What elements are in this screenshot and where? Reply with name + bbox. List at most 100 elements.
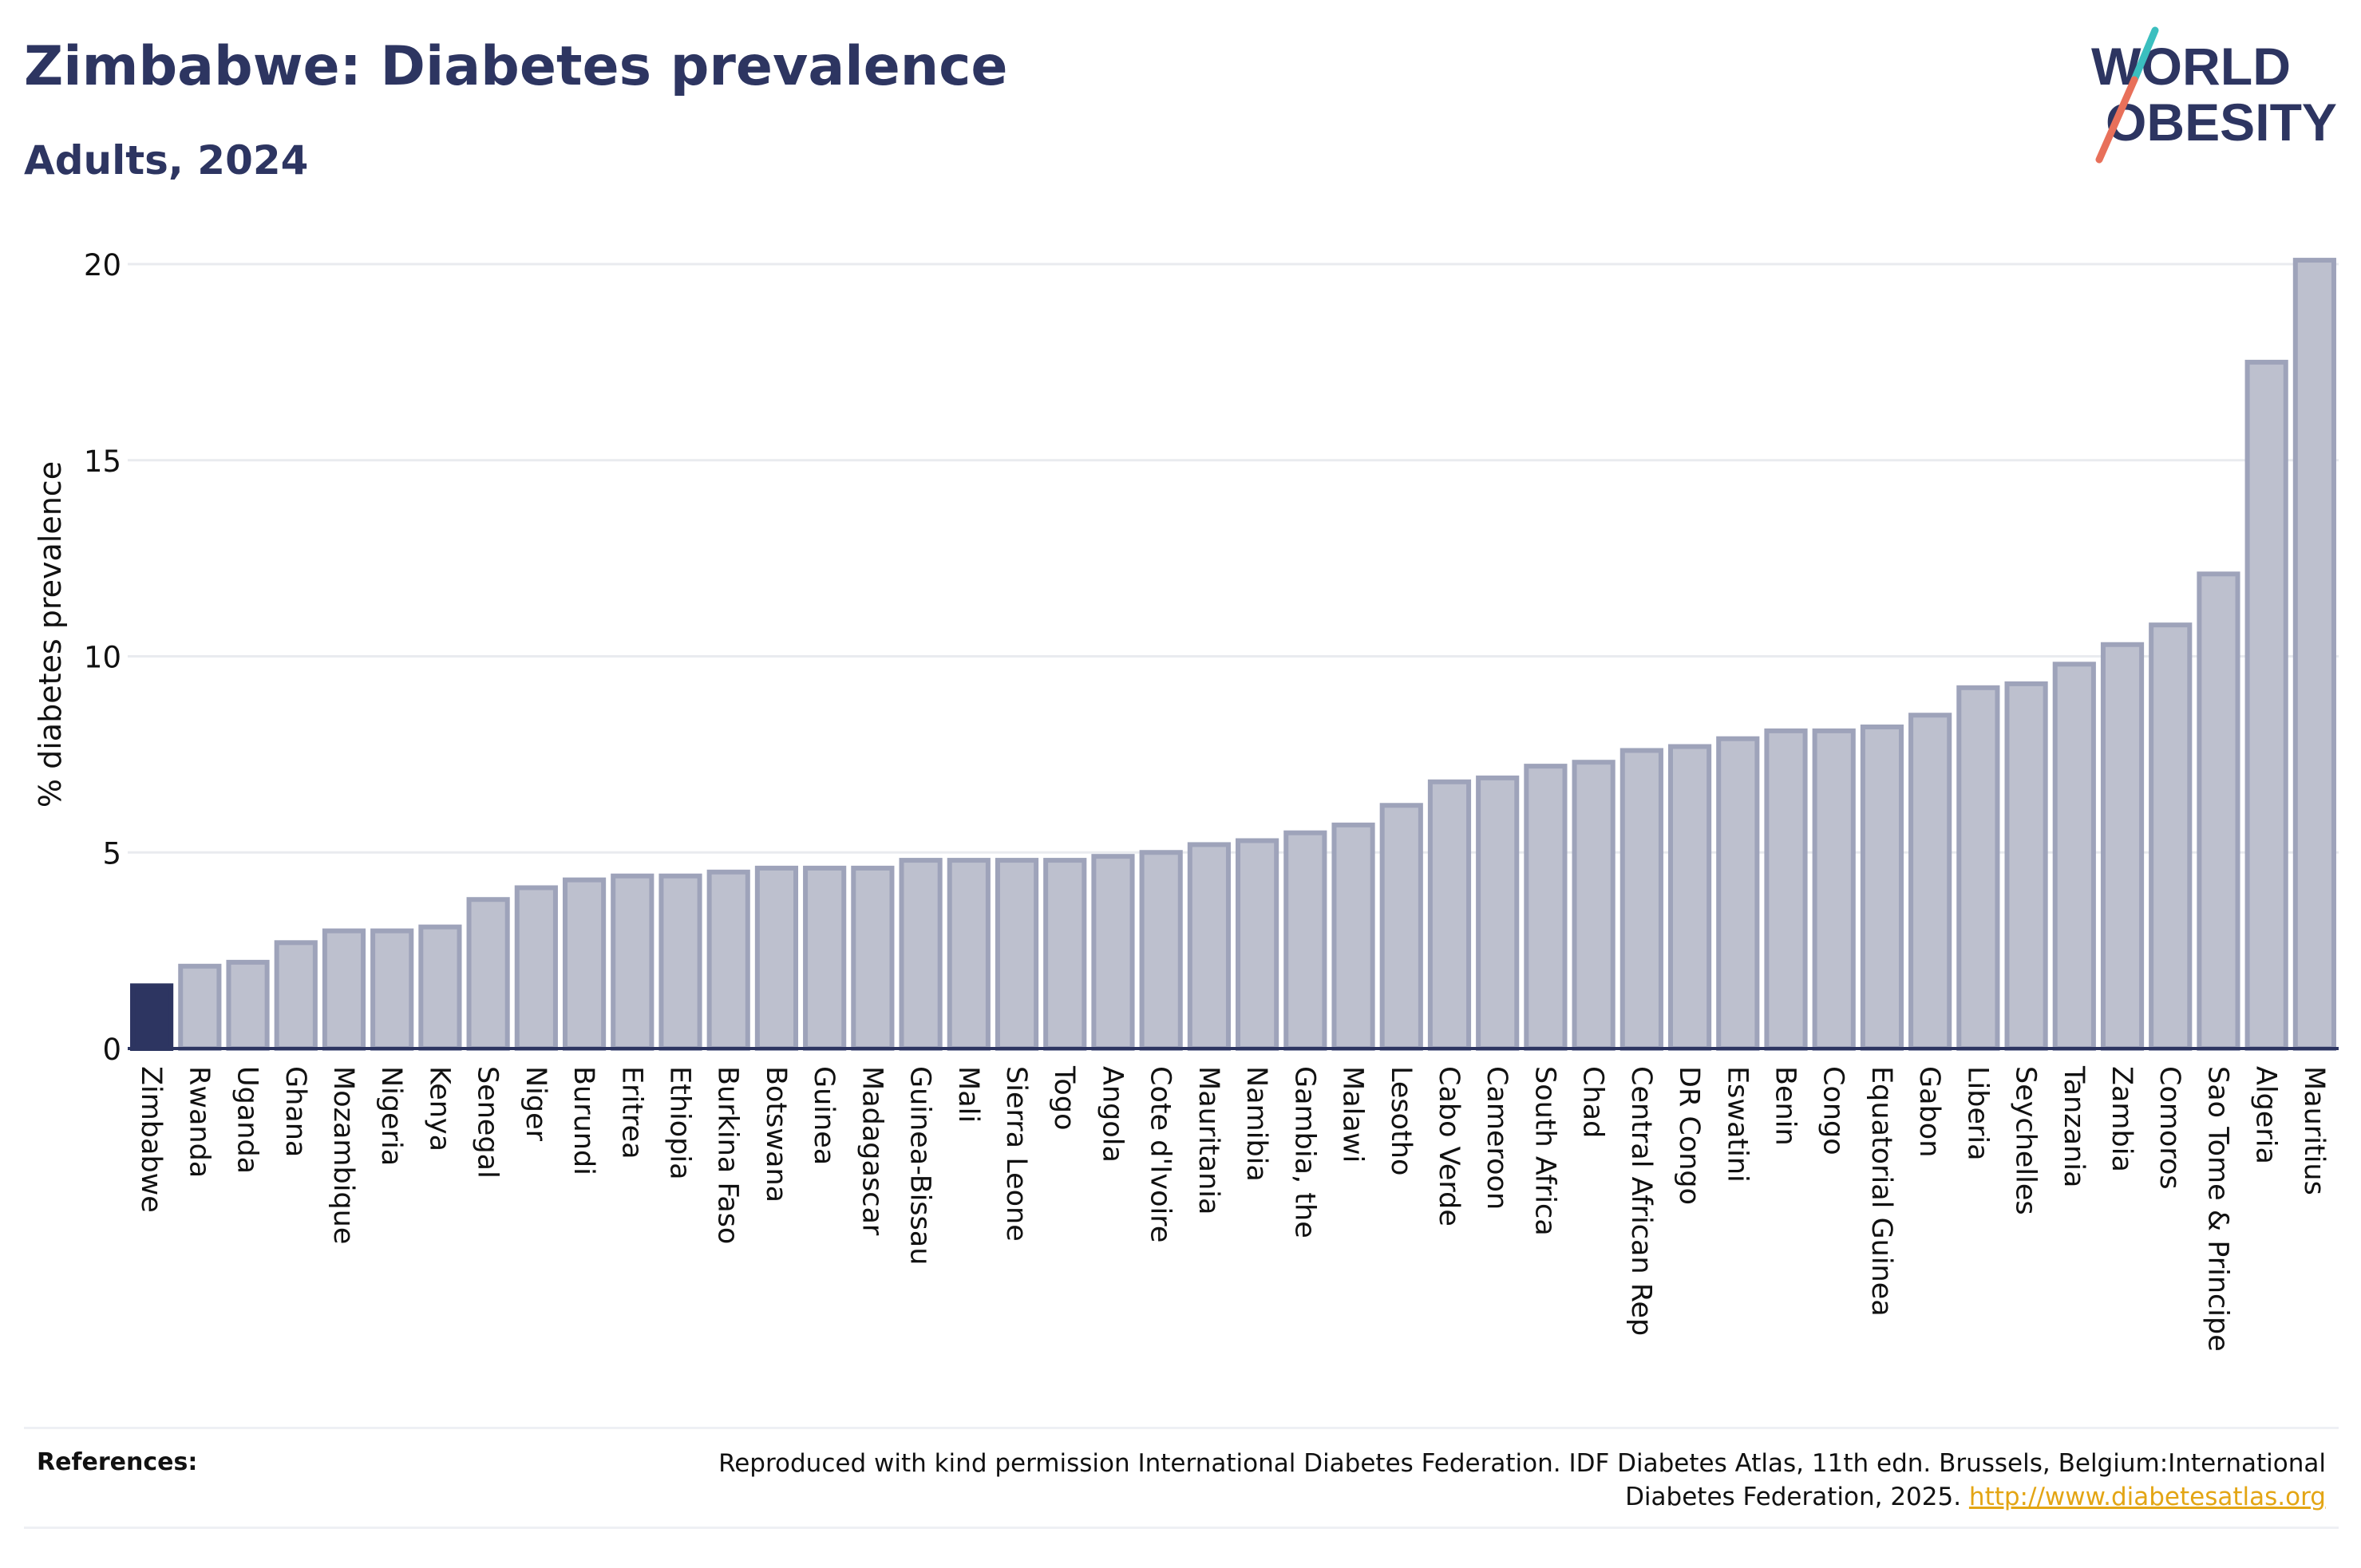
bar-rwanda [178,963,222,1052]
x-tick-label: Eritrea [615,1066,647,1159]
chart-subtitle: Adults, 2024 [24,137,309,184]
bar-benin [1764,728,1808,1051]
bar-malawi [1331,822,1375,1051]
bar-burkina-faso [706,869,750,1051]
bar-seychelles [2004,681,2048,1052]
x-tick-label: Rwanda [183,1066,215,1178]
bar-sao-tome-principe [2197,571,2240,1051]
x-tick-label: Congo [1817,1066,1849,1155]
bar-senegal [466,897,510,1051]
bar-cote-d-ivoire [1139,850,1183,1051]
x-tick-label: Burkina Faso [712,1066,744,1244]
x-tick-label: South Africa [1529,1066,1560,1236]
x-tick-label: Algeria [2250,1066,2282,1164]
bar-eswatini [1716,736,1760,1052]
x-tick-label: Burundi [568,1066,599,1175]
bar-south-africa [1524,764,1568,1051]
x-tick-label: Madagascar [856,1066,888,1236]
references-link[interactable]: http://www.diabetesatlas.org [1968,1483,2326,1511]
bar-togo [1043,858,1087,1051]
bar-chart: 0 5 10 15 20 Zimbabwe Rwanda Uganda Ghana Mozamb… [33,248,2339,1352]
x-tick-label: Lesotho [1385,1066,1417,1175]
logo-line-2: OBESITY [2106,93,2337,152]
world-obesity-logo: WORLD OBESITY [2091,26,2337,164]
bar-mauritius [2292,258,2336,1051]
references-citation: Reproduced with kind permission Internat… [718,1449,2326,1511]
y-tick-label: 20 [84,248,121,282]
bar-guinea [803,865,847,1052]
x-tick-label: Mauritius [2298,1066,2330,1195]
bar-comoros [2149,622,2193,1051]
bar-burundi [562,877,607,1052]
x-tick-label: Gambia, the [1288,1066,1320,1238]
x-tick-label: Gabon [1913,1066,1945,1157]
x-tick-label: Ethiopia [664,1066,696,1180]
y-axis-label: % diabetes prevalence [33,461,68,808]
bar-niger [514,885,558,1051]
x-tick-label: Nigeria [375,1066,407,1166]
y-tick-label: 0 [102,1033,121,1067]
bar-namibia [1236,838,1279,1051]
bar-uganda [226,959,270,1051]
x-tick-label: Cabo Verde [1433,1066,1465,1226]
bar-ethiopia [658,873,702,1051]
x-tick-labels: Zimbabwe Rwanda Uganda Ghana Mozambique Niger… [135,1065,2330,1352]
bar-kenya [418,924,462,1052]
x-tick-label: Sierra Leone [1000,1066,1032,1242]
x-tick-label: Eswatini [1721,1066,1753,1183]
bars [130,258,2336,1052]
bar-algeria [2244,359,2288,1051]
x-tick-label: Angola [1096,1066,1128,1163]
bar-nigeria [370,928,414,1052]
x-tick-label: Guinea-Bissau [904,1066,936,1265]
x-tick-label: Comoros [2153,1066,2185,1190]
bar-cameroon [1476,775,1520,1051]
bar-eritrea [611,873,655,1051]
references-box: References: Reproduced with kind permiss… [24,1427,2339,1529]
bar-mali [947,858,991,1051]
bar-botswana [754,865,799,1052]
x-tick-label: Sao Tome & Principe [2201,1066,2233,1352]
x-tick-label: Kenya [423,1066,455,1151]
bar-angola [1091,854,1135,1052]
bar-zambia [2100,642,2145,1051]
bar-guinea-bissau [899,858,943,1051]
x-tick-label: Zambia [2106,1066,2138,1172]
references-label: References: [37,1448,198,1476]
bar-chad [1572,760,1616,1052]
bar-congo [1812,728,1856,1051]
bar-tanzania [2052,662,2096,1052]
x-tick-label: Togo [1048,1065,1080,1130]
x-tick-label: Benin [1770,1066,1801,1146]
x-tick-label: Niger [520,1066,552,1142]
y-tick-label: 10 [84,641,121,675]
x-tick-label: Mauritania [1192,1066,1224,1215]
references-text: Reproduced with kind permission Internat… [650,1447,2326,1514]
bar-zimbabwe [130,983,174,1051]
x-tick-label: Equatorial Guinea [1865,1066,1897,1317]
bar-cabo-verde [1427,779,1472,1052]
x-tick-label: DR Congo [1673,1066,1705,1205]
y-tick-label: 15 [84,444,121,479]
bar-sierra-leone [995,858,1039,1051]
bar-gabon [1908,713,1952,1051]
bar-dr-congo [1667,744,1712,1051]
x-tick-label: Tanzania [2058,1065,2090,1187]
y-tick-labels: 0 5 10 15 20 [84,248,121,1067]
x-tick-label: Zimbabwe [135,1066,167,1213]
bar-ghana [274,940,318,1052]
bar-liberia [1956,685,2000,1051]
x-tick-label: Mali [952,1066,984,1123]
chart-title: Zimbabwe: Diabetes prevalence [24,35,1008,98]
bar-lesotho [1379,803,1423,1052]
bar-central-african-rep [1619,748,1663,1052]
bar-mauritania [1187,842,1231,1052]
x-tick-label: Uganda [231,1066,263,1174]
bar-gambia-the [1283,830,1327,1052]
x-tick-label: Seychelles [2010,1066,2042,1215]
x-tick-label: Liberia [1961,1066,1993,1161]
x-tick-label: Ghana [279,1066,311,1157]
x-tick-label: Senegal [472,1066,504,1179]
logo-line-1: WORLD [2091,37,2291,96]
x-tick-label: Guinea [808,1066,840,1165]
